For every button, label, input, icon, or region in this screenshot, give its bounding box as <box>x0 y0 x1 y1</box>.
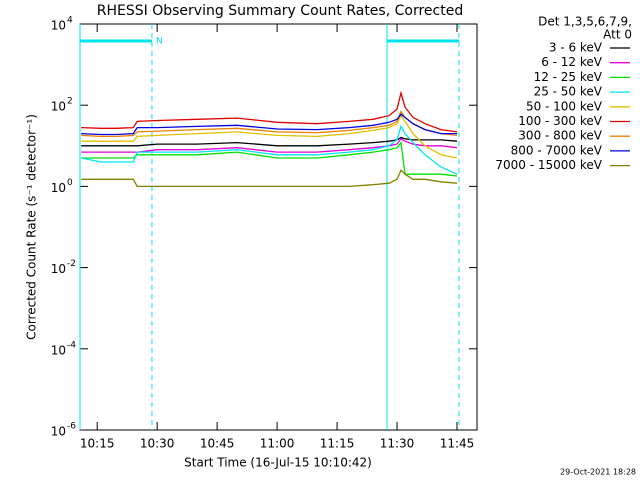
legend-label: 7000 - 15000 keV <box>495 158 602 172</box>
legend-label: 100 - 300 keV <box>518 114 602 128</box>
x-tick-label: 11:45 <box>440 437 475 451</box>
series-line <box>81 137 458 153</box>
legend-title: Att 0 <box>603 28 632 42</box>
y-tick-label: 10 <box>51 343 66 357</box>
series-line <box>81 136 458 147</box>
y-tick-label: 10 <box>51 425 66 439</box>
x-tick-label: 10:15 <box>80 437 115 451</box>
y-tick-exponent: -4 <box>67 340 76 350</box>
x-tick-label: 10:45 <box>200 437 235 451</box>
y-axis-label: Corrected Count Rate (s⁻¹ detector⁻¹) <box>25 114 39 340</box>
legend-label: 800 - 7000 keV <box>511 143 603 157</box>
y-tick-exponent: -6 <box>67 422 76 432</box>
series-line <box>81 140 458 177</box>
flag-label: N <box>156 37 163 47</box>
y-tick-label: 10 <box>51 19 66 33</box>
legend-label: 25 - 50 keV <box>534 85 603 99</box>
legend-label: 12 - 25 keV <box>534 70 603 84</box>
y-tick-exponent: 2 <box>67 97 73 107</box>
x-tick-label: 10:30 <box>140 437 175 451</box>
series-line <box>81 124 458 175</box>
legend-label: 6 - 12 keV <box>541 55 603 69</box>
y-tick-exponent: -2 <box>67 259 76 269</box>
x-tick-label: 11:00 <box>260 437 295 451</box>
x-axis-label: Start Time (16-Jul-15 10:10:42) <box>184 456 372 470</box>
y-tick-label: 10 <box>51 181 66 195</box>
series-line <box>81 114 458 159</box>
legend-label: 3 - 6 keV <box>549 41 603 55</box>
y-tick-label: 10 <box>51 100 66 114</box>
series-line <box>81 113 457 136</box>
legend-label: 300 - 800 keV <box>518 129 602 143</box>
x-tick-label: 11:15 <box>320 437 355 451</box>
series-line <box>81 90 458 133</box>
y-tick-exponent: 4 <box>67 16 73 26</box>
legend-title: Det 1,3,5,6,7,9, <box>538 15 632 29</box>
y-tick-exponent: 0 <box>67 178 73 188</box>
plot-frame <box>79 23 478 431</box>
series-line <box>81 169 458 188</box>
y-tick-label: 10 <box>51 262 66 276</box>
legend-label: 50 - 100 keV <box>526 99 603 113</box>
timestamp: 29-Oct-2021 18:28 <box>560 468 636 477</box>
x-tick-label: 11:30 <box>380 437 415 451</box>
chart-title: RHESSI Observing Summary Count Rates, Co… <box>97 3 463 19</box>
